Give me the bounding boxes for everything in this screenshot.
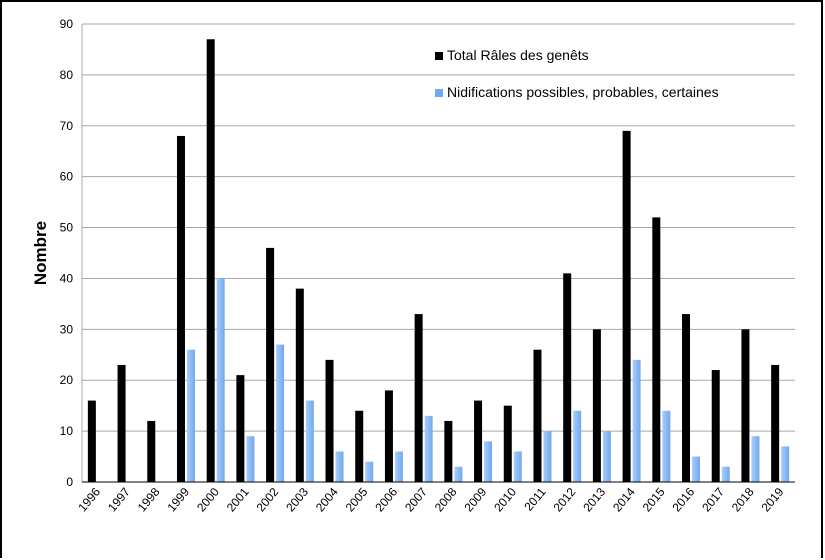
- x-tick-label: 2008: [432, 485, 460, 515]
- bar-nidifications: [543, 431, 552, 482]
- x-tick-label: 1997: [105, 485, 133, 515]
- bar-total: [295, 288, 304, 482]
- bar-total: [206, 39, 215, 483]
- x-tick-labels: 1996 1997 1998 1999 2000 2001 2002 2003 2004 2005…: [75, 485, 786, 515]
- y-tick-label: 20: [60, 373, 74, 387]
- x-tick-label: 2017: [699, 485, 727, 515]
- x-tick-label: 2014: [610, 485, 638, 515]
- y-tick-label: 60: [60, 170, 74, 184]
- legend: Total Râles des genêts Nidifications pos…: [435, 47, 719, 100]
- y-tick-label: 40: [60, 271, 74, 285]
- y-tick-label: 30: [60, 322, 74, 336]
- bar-nidifications: [662, 410, 671, 482]
- bar-nidifications: [335, 451, 344, 482]
- x-tick-label: 1996: [75, 485, 103, 515]
- y-tick-label: 80: [60, 68, 74, 82]
- bar-total: [622, 130, 631, 482]
- bar-nidifications: [751, 436, 760, 482]
- bar-total: [414, 314, 423, 482]
- bar-total: [474, 400, 483, 482]
- y-tick-label: 90: [60, 17, 74, 31]
- y-tick-label: 10: [60, 424, 74, 438]
- x-tick-label: 2015: [640, 485, 668, 515]
- bar-total: [444, 420, 453, 482]
- bar-nidifications: [721, 466, 730, 482]
- bar-total: [563, 273, 572, 482]
- y-axis-label: Nombre: [31, 221, 50, 285]
- bar-nidifications: [216, 278, 225, 482]
- bar-nidifications: [632, 359, 641, 482]
- bar-total: [682, 314, 691, 482]
- bar-total: [176, 135, 185, 482]
- y-tick-label: 50: [60, 221, 74, 235]
- bar-total: [503, 405, 512, 482]
- bar-nidifications: [454, 466, 463, 482]
- bar-nidifications: [276, 344, 285, 482]
- y-tick-label: 70: [60, 119, 74, 133]
- bar-total: [741, 329, 750, 482]
- bar-nidifications: [692, 456, 701, 482]
- bar-nidifications: [186, 349, 195, 482]
- x-tick-label: 2010: [491, 485, 519, 515]
- bar-nidifications: [781, 446, 790, 482]
- bar-nidifications: [573, 410, 582, 482]
- legend-label-total: Total Râles des genêts: [447, 47, 589, 63]
- legend-swatch-total: [435, 52, 443, 60]
- bar-total: [87, 400, 96, 482]
- y-tick-labels: 0 10 20 30 40 50 60 70 80 90: [60, 17, 74, 489]
- x-tick-label: 2003: [283, 485, 311, 515]
- bar-total: [147, 420, 156, 482]
- bar-total: [711, 370, 720, 482]
- bar-nidifications: [246, 436, 255, 482]
- x-tick-label: 2001: [224, 485, 252, 515]
- x-tick-label: 2013: [580, 485, 608, 515]
- x-tick-label: 2011: [521, 485, 549, 514]
- x-tick-label: 1999: [164, 485, 192, 515]
- bar-nidifications: [394, 451, 403, 482]
- legend-swatch-nidifications: [435, 89, 443, 97]
- bar-total: [355, 410, 364, 482]
- x-tick-label: 2004: [313, 485, 341, 515]
- bar-total: [325, 359, 334, 482]
- x-tick-label: 2018: [729, 485, 757, 515]
- bar-total: [384, 390, 393, 482]
- legend-label-nidifications: Nidifications possibles, probables, cert…: [447, 84, 719, 100]
- bar-total: [771, 364, 780, 482]
- x-tick-label: 2019: [759, 485, 787, 515]
- x-tick-label: 2016: [669, 485, 697, 515]
- bar-total: [117, 364, 126, 482]
- bar-nidifications: [305, 400, 314, 482]
- x-tick-label: 2005: [343, 485, 371, 515]
- bar-total: [592, 329, 601, 482]
- bar-nidifications: [365, 461, 374, 482]
- bar-total: [652, 217, 661, 482]
- bar-total: [236, 375, 245, 482]
- x-tick-label: 2000: [194, 485, 222, 515]
- x-tick-label: 2002: [254, 485, 282, 515]
- bar-nidifications: [484, 441, 493, 482]
- x-tick-label: 2006: [372, 485, 400, 515]
- bar-nidifications: [513, 451, 522, 482]
- y-tick-label: 0: [66, 475, 73, 489]
- x-tick-label: 2009: [461, 485, 489, 515]
- bar-nidifications: [602, 431, 611, 482]
- x-tick-label: 2007: [402, 485, 430, 515]
- x-tick-label: 1998: [135, 485, 163, 515]
- bar-total: [533, 349, 542, 482]
- bar-nidifications: [424, 415, 433, 482]
- x-tick-label: 2012: [551, 485, 579, 515]
- bar-total: [266, 247, 275, 482]
- bars: [87, 39, 790, 483]
